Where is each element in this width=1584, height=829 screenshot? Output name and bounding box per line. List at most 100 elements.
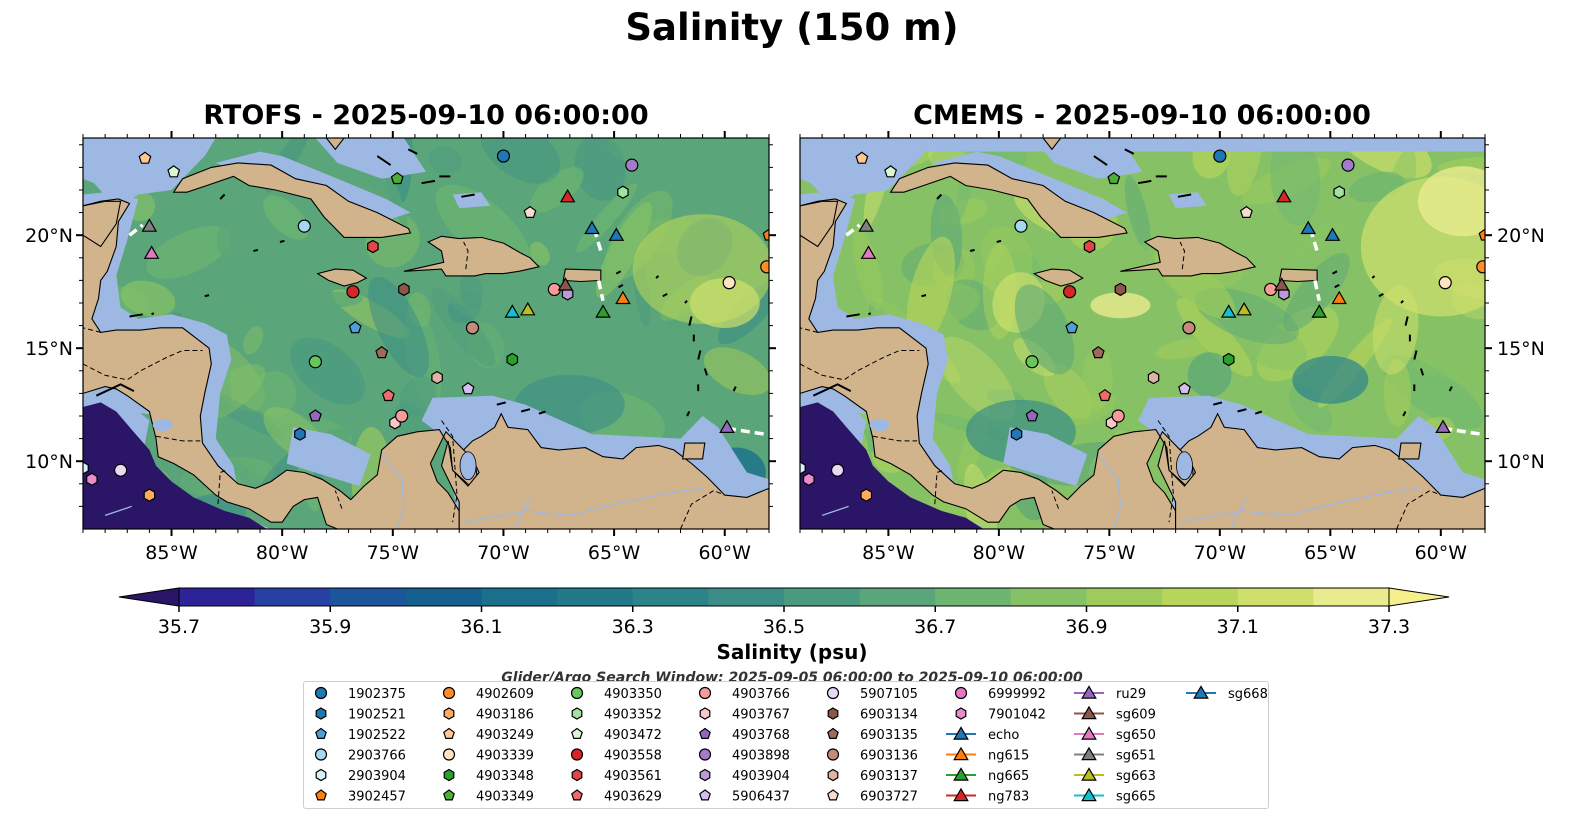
legend-marker — [442, 748, 456, 761]
obs-ng783 — [559, 188, 576, 203]
obs-ng615 — [1331, 290, 1347, 305]
shelf-water — [1032, 138, 1143, 179]
island-coast — [219, 193, 226, 200]
colorbar-label: Salinity (psu) — [716, 640, 868, 664]
obs-echo — [1324, 227, 1341, 241]
island-coast — [686, 411, 691, 417]
obs-sg650 — [860, 245, 877, 259]
obs-2903766 — [297, 219, 311, 233]
legend-item-4903558: 4903558 — [570, 748, 662, 764]
legend-label: 4903561 — [604, 769, 662, 784]
legend-label: 4903629 — [604, 790, 662, 805]
island-coast — [376, 155, 392, 166]
island-coast — [1448, 386, 1453, 392]
island-coast — [684, 300, 688, 304]
island-coast — [253, 248, 259, 252]
island-coast — [662, 293, 668, 298]
obs-ru29 — [1435, 419, 1451, 433]
obs-4903348 — [506, 352, 519, 367]
legend-label: 4902609 — [476, 687, 534, 702]
colorbar-tick-label: 36.7 — [914, 616, 956, 638]
obs-4903561 — [1083, 239, 1096, 254]
colorbar-segment — [1237, 588, 1314, 606]
lon-tick-label: 65°W — [588, 542, 641, 564]
legend-marker — [571, 727, 583, 740]
legend-marker — [571, 789, 583, 801]
legend-label: 4903898 — [732, 749, 790, 764]
obs-sg663 — [519, 301, 536, 316]
legend-marker — [1193, 685, 1209, 699]
legend-marker — [827, 789, 839, 801]
island-coast — [846, 313, 860, 318]
land-puerto-rico — [1278, 268, 1318, 283]
legend-item-ng665: ng665 — [946, 767, 1029, 784]
colorbar: 35.7 35.9 36.1 36.3 36.5 36.7 36.9 37.1 37.3 — [118, 587, 1450, 638]
island-coast — [936, 193, 943, 200]
legend-item-4903352: 4903352 — [571, 707, 662, 723]
legend-label: 4903472 — [604, 728, 662, 743]
legend-label: 1902375 — [348, 687, 406, 702]
legend-label: 6903134 — [860, 708, 918, 723]
obs-1902521 — [1010, 427, 1023, 441]
island-coast — [615, 270, 622, 275]
legend-label: 4903249 — [476, 728, 534, 743]
legend-item-6903137: 6903137 — [827, 768, 918, 784]
country-border — [463, 241, 469, 270]
lon-tick-label: 75°W — [367, 542, 420, 564]
legend-label: 5906437 — [732, 790, 790, 805]
legend-label: 4903349 — [476, 790, 534, 805]
island-coast — [655, 275, 660, 279]
legend-label: 2903904 — [348, 769, 406, 784]
legend-marker — [827, 727, 839, 740]
legend-label: 5907105 — [860, 687, 918, 702]
colorbar-tick-label: 36.5 — [763, 616, 805, 638]
obs-6903137 — [431, 370, 443, 385]
map-frame — [82, 137, 770, 530]
obs-4903904 — [561, 287, 574, 301]
legend-marker — [315, 707, 327, 720]
lon-tick-label: 80°W — [256, 542, 309, 564]
legend-label: 1902521 — [348, 708, 406, 723]
obs-4903352 — [1333, 185, 1346, 199]
country-border — [680, 490, 725, 529]
legend-item-4903186: 4903186 — [443, 707, 534, 723]
legend-item-ng783: ng783 — [946, 787, 1029, 805]
obs-4903350 — [1025, 355, 1039, 369]
pacific-low-salinity — [83, 402, 267, 529]
shelf-water — [800, 138, 933, 209]
island-coast — [1400, 300, 1404, 304]
legend-marker — [1081, 726, 1097, 740]
legend-marker — [443, 768, 455, 782]
obs-ng665 — [1311, 304, 1328, 318]
obs-4903339 — [1438, 276, 1452, 290]
colorbar-segment — [708, 588, 785, 606]
land-venezuela — [440, 412, 769, 529]
pacific-low-salinity — [800, 402, 984, 529]
island-coast — [461, 193, 475, 198]
land-small-bahamas — [325, 138, 345, 151]
legend-item-echo: echo — [946, 726, 1019, 743]
island-coast — [496, 401, 506, 406]
obs-sg663 — [1236, 301, 1252, 316]
legend-marker — [1081, 787, 1097, 802]
map-panel-rtofs: 85°W 80°W 75°W 70°W 65°W 60°W 20°N 15°N 10°N — [25, 131, 776, 564]
island-coast — [1419, 368, 1425, 376]
island-coast — [996, 239, 1002, 243]
obs-4903768 — [1025, 409, 1039, 422]
island-coast — [921, 294, 927, 298]
obs-6903136 — [465, 321, 480, 335]
legend-marker — [953, 767, 969, 781]
legend-label: sg651 — [1116, 749, 1156, 764]
obs-6903134 — [398, 282, 410, 297]
legend-marker — [1081, 767, 1097, 781]
country-border — [334, 490, 343, 509]
obs-5907105 — [830, 463, 845, 477]
lat-tick-label: 10°N — [1497, 451, 1545, 473]
legend-marker — [699, 707, 711, 720]
island-coast — [732, 386, 737, 392]
legend-item-4903904: 4903904 — [699, 768, 790, 784]
legend-item-4903767: 4903767 — [699, 707, 790, 723]
obs-1902522 — [348, 321, 362, 334]
obs-5907105 — [114, 463, 128, 477]
shelf-water — [315, 138, 426, 179]
